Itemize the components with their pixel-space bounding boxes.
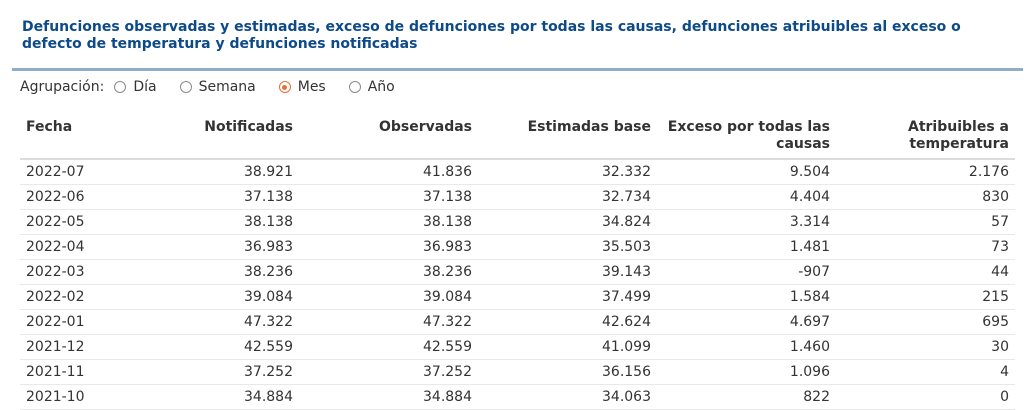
radio-label: Mes (297, 79, 326, 95)
column-header-notificadas[interactable]: Notificadas (130, 112, 299, 160)
cell-estimadas-base: 34.824 (478, 209, 657, 235)
cell-observadas: 41.836 (299, 159, 478, 185)
cell-fecha: 2021-11 (20, 359, 130, 385)
cell-atribuibles: 2.176 (836, 159, 1015, 185)
cell-notificadas: 37.252 (130, 359, 299, 385)
cell-estimadas-base: 36.156 (478, 359, 657, 385)
radio-label: Día (133, 79, 157, 95)
cell-estimadas-base: 39.143 (478, 259, 657, 285)
radio-icon[interactable] (179, 81, 192, 93)
cell-exceso: 1.584 (657, 284, 836, 310)
cell-estimadas-base: 32.734 (478, 184, 657, 210)
cell-fecha: 2021-12 (20, 334, 130, 360)
radio-label: Año (367, 79, 395, 95)
cell-notificadas: 36.983 (130, 234, 299, 260)
cell-notificadas: 37.138 (130, 184, 299, 210)
table-row: 2022-05 38.138 38.138 34.824 3.314 57 (20, 209, 1015, 235)
cell-observadas: 38.138 (299, 209, 478, 235)
cell-exceso: -907 (657, 259, 836, 285)
data-table: Fecha Notificadas Observadas Estimadas b… (20, 112, 1015, 410)
cell-estimadas-base: 32.332 (478, 159, 657, 185)
title-divider (12, 68, 1023, 71)
table-row: 2022-01 47.322 47.322 42.624 4.697 695 (20, 309, 1015, 335)
radio-label: Semana (198, 79, 256, 95)
radio-icon[interactable] (114, 81, 127, 93)
table-row: 2022-07 38.921 41.836 32.332 9.504 2.176 (20, 159, 1015, 185)
cell-estimadas-base: 42.624 (478, 309, 657, 335)
cell-fecha: 2022-01 (20, 309, 130, 335)
cell-fecha: 2022-07 (20, 159, 130, 185)
cell-atribuibles: 695 (836, 309, 1015, 335)
cell-exceso: 9.504 (657, 159, 836, 185)
cell-observadas: 36.983 (299, 234, 478, 260)
cell-observadas: 37.252 (299, 359, 478, 385)
cell-observadas: 47.322 (299, 309, 478, 335)
table-row: 2022-03 38.236 38.236 39.143 -907 44 (20, 259, 1015, 285)
cell-atribuibles: 830 (836, 184, 1015, 210)
cell-notificadas: 38.921 (130, 159, 299, 185)
cell-notificadas: 47.322 (130, 309, 299, 335)
grouping-selector: Agrupación: Día Semana Mes Año (20, 78, 418, 96)
cell-exceso: 4.697 (657, 309, 836, 335)
cell-exceso: 4.404 (657, 184, 836, 210)
cell-atribuibles: 73 (836, 234, 1015, 260)
table-row: 2021-11 37.252 37.252 36.156 1.096 4 (20, 359, 1015, 385)
column-header-atribuibles[interactable]: Atribuibles a temperatura (836, 112, 1015, 160)
cell-observadas: 39.084 (299, 284, 478, 310)
cell-notificadas: 42.559 (130, 334, 299, 360)
radio-icon[interactable] (348, 81, 361, 93)
column-header-fecha[interactable]: Fecha (20, 112, 130, 160)
cell-notificadas: 38.236 (130, 259, 299, 285)
column-header-observadas[interactable]: Observadas (299, 112, 478, 160)
cell-fecha: 2022-02 (20, 284, 130, 310)
table-row: 2022-04 36.983 36.983 35.503 1.481 73 (20, 234, 1015, 260)
table-row: 2021-12 42.559 42.559 41.099 1.460 30 (20, 334, 1015, 360)
cell-atribuibles: 215 (836, 284, 1015, 310)
radio-option-dia[interactable]: Día (114, 79, 157, 95)
cell-notificadas: 38.138 (130, 209, 299, 235)
column-header-estimadas-base[interactable]: Estimadas base (478, 112, 657, 160)
table-row: 2022-02 39.084 39.084 37.499 1.584 215 (20, 284, 1015, 310)
cell-exceso: 1.096 (657, 359, 836, 385)
cell-exceso: 1.481 (657, 234, 836, 260)
cell-atribuibles: 4 (836, 359, 1015, 385)
radio-option-semana[interactable]: Semana (179, 79, 256, 95)
cell-observadas: 42.559 (299, 334, 478, 360)
cell-estimadas-base: 41.099 (478, 334, 657, 360)
cell-fecha: 2022-05 (20, 209, 130, 235)
cell-exceso: 1.460 (657, 334, 836, 360)
page-title: Defunciones observadas y estimadas, exce… (22, 19, 961, 52)
cell-estimadas-base: 35.503 (478, 234, 657, 260)
cell-atribuibles: 57 (836, 209, 1015, 235)
cell-fecha: 2022-04 (20, 234, 130, 260)
cell-notificadas: 39.084 (130, 284, 299, 310)
table-row: 2022-06 37.138 37.138 32.734 4.404 830 (20, 184, 1015, 210)
radio-selected-icon[interactable] (278, 81, 291, 93)
radio-option-ano[interactable]: Año (348, 79, 395, 95)
radio-option-mes[interactable]: Mes (278, 79, 326, 95)
cell-atribuibles: 44 (836, 259, 1015, 285)
cell-observadas: 37.138 (299, 184, 478, 210)
grouping-label: Agrupación: (20, 79, 105, 95)
cell-fecha: 2022-06 (20, 184, 130, 210)
table-header-row: Fecha Notificadas Observadas Estimadas b… (20, 112, 1015, 160)
column-header-exceso[interactable]: Exceso por todas las causas (657, 112, 836, 160)
cell-fecha: 2022-03 (20, 259, 130, 285)
cell-estimadas-base: 37.499 (478, 284, 657, 310)
cell-atribuibles: 30 (836, 334, 1015, 360)
cell-exceso: 3.314 (657, 209, 836, 235)
cell-observadas: 38.236 (299, 259, 478, 285)
